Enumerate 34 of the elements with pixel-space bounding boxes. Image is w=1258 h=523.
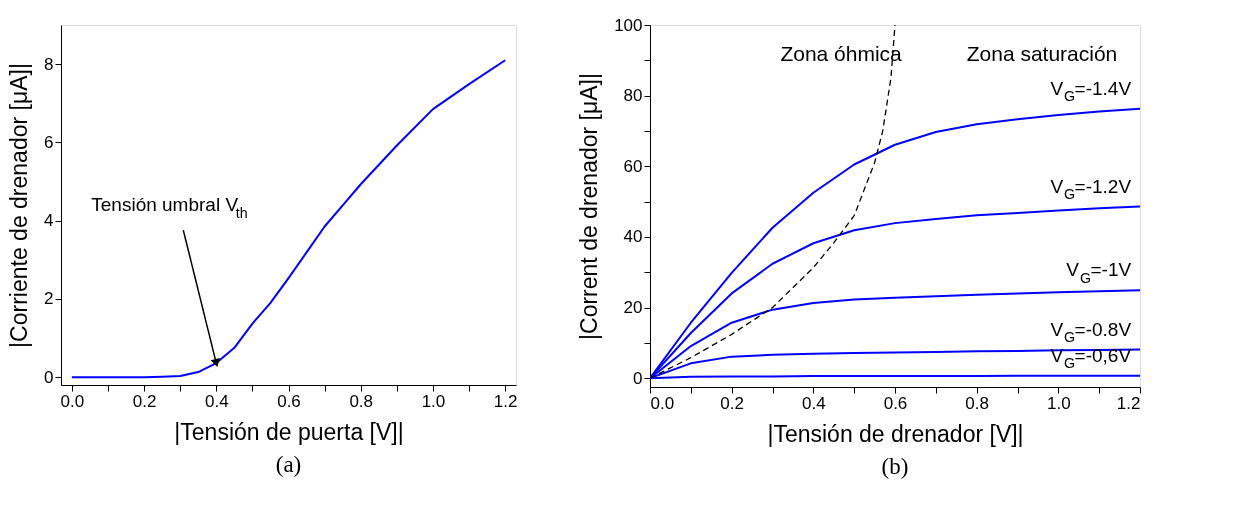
x-axis-title: |Tensión de puerta [V]|: [174, 418, 404, 445]
y-tick-label: 40: [623, 227, 643, 247]
y-tick-label: 0: [633, 368, 643, 388]
annotation: Zona saturación: [966, 42, 1118, 65]
annotation: Zona óhmica: [780, 42, 903, 65]
y-tick-label: 6: [44, 132, 54, 152]
y-tick-label: 20: [623, 298, 643, 318]
x-tick-label: 0.6: [277, 391, 301, 411]
text: (a): [275, 452, 302, 477]
y-tick-label: 100: [614, 15, 643, 35]
x-tick-label: 0.0: [60, 391, 85, 411]
x-tick-label: 1.2: [493, 391, 518, 411]
line-series: [70, 59, 507, 379]
y-axis-title: |Corriente de drenador [μA]|: [6, 63, 33, 348]
x-tick-label: 0.8: [349, 391, 374, 411]
text: (b): [881, 454, 909, 479]
y-tick-label: 4: [44, 211, 54, 231]
x-tick-label: 1.0: [1047, 393, 1071, 413]
x-tick-label: 1.0: [421, 391, 446, 411]
y-tick-label: 0: [44, 367, 54, 387]
x-axis-title: |Tensión de drenador [V]|: [767, 420, 1024, 447]
x-tick-label: 0.4: [802, 393, 826, 413]
x-tick-label: 0.8: [965, 393, 989, 413]
x-tick-label: 1.2: [1116, 393, 1141, 413]
y-tick-label: 8: [44, 54, 54, 74]
x-tick-label: 0.6: [883, 393, 908, 413]
x-tick-label: 0.2: [132, 391, 157, 411]
y-axis-title: |Corrent de drenador [μA]|: [576, 73, 603, 340]
y-tick-label: 2: [44, 289, 54, 309]
x-tick-label: 0.2: [720, 393, 744, 413]
y-tick-label: 60: [623, 156, 643, 176]
y-tick-label: 80: [623, 86, 643, 106]
x-tick-label: 0.0: [650, 393, 675, 413]
x-tick-label: 0.4: [204, 391, 229, 411]
